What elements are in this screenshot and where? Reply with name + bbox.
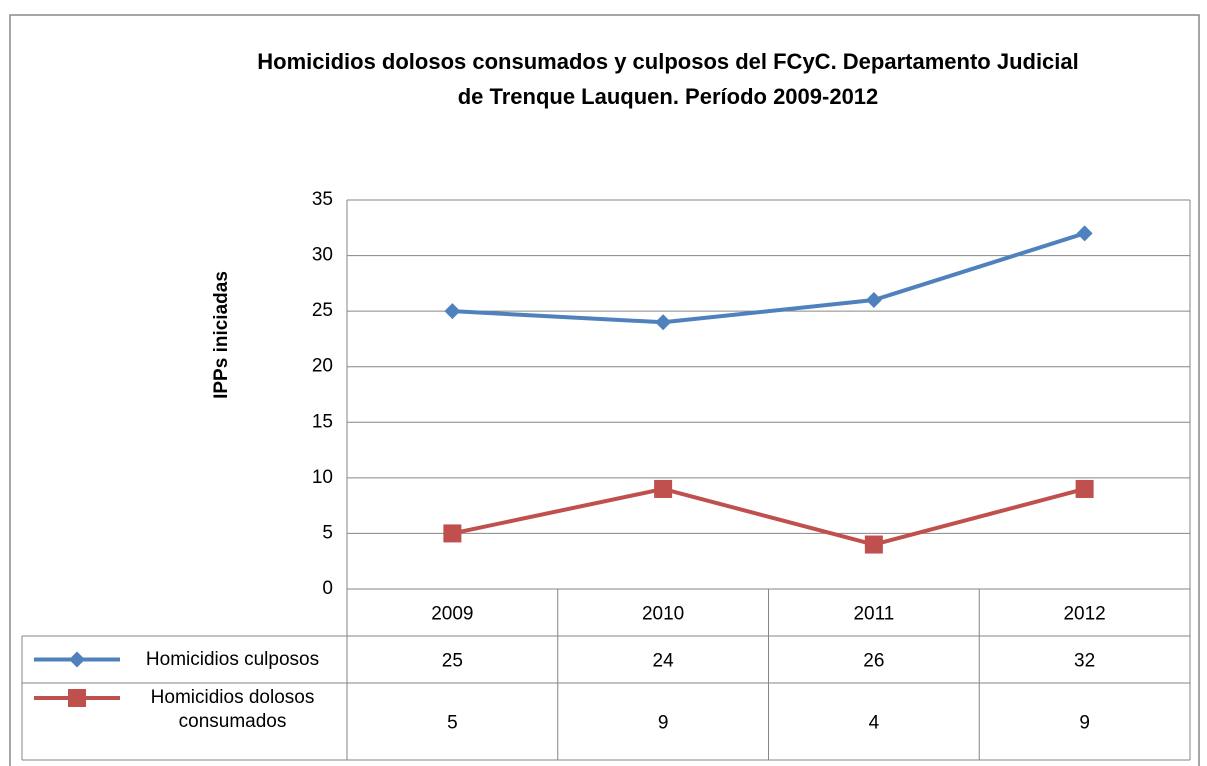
marker bbox=[69, 651, 85, 668]
table-value: 4 bbox=[869, 713, 880, 734]
y-tick-label: 0 bbox=[322, 578, 333, 599]
x-tick-label: 2010 bbox=[642, 604, 684, 625]
marker bbox=[864, 535, 883, 554]
marker bbox=[1075, 479, 1094, 498]
y-tick-label: 15 bbox=[312, 411, 333, 432]
x-tick-label: 2009 bbox=[431, 604, 473, 625]
y-tick-label: 25 bbox=[312, 300, 333, 321]
marker bbox=[1076, 225, 1093, 242]
chart-title: Homicidios dolosos consumados y culposos… bbox=[257, 49, 1079, 74]
series-line bbox=[451, 486, 1086, 547]
table-value: 24 bbox=[653, 651, 675, 672]
marker bbox=[68, 689, 86, 707]
y-tick-label: 30 bbox=[312, 245, 333, 266]
y-tick-label: 20 bbox=[312, 356, 333, 377]
legend-label: Homicidios culposos bbox=[145, 648, 320, 670]
chart-frame bbox=[9, 14, 1200, 766]
x-tick-label: 2012 bbox=[1063, 604, 1105, 625]
y-tick-label: 10 bbox=[312, 467, 333, 488]
marker bbox=[444, 303, 461, 320]
table-value: 9 bbox=[658, 713, 669, 734]
series-line bbox=[452, 231, 1086, 325]
y-tick-label: 5 bbox=[322, 522, 333, 543]
y-tick-label: 35 bbox=[312, 189, 333, 210]
legend-label: Homicidios dolosos consumados bbox=[150, 687, 315, 732]
table-value: 5 bbox=[447, 713, 458, 734]
marker bbox=[865, 292, 882, 309]
x-tick-label: 2011 bbox=[853, 604, 894, 625]
marker bbox=[654, 479, 673, 498]
table-value: 25 bbox=[442, 651, 463, 672]
marker bbox=[443, 524, 462, 543]
table-value: 9 bbox=[1079, 713, 1090, 734]
table-value: 32 bbox=[1074, 651, 1095, 672]
chart-title: de Trenque Lauquen. Período 2009-2012 bbox=[458, 84, 879, 109]
marker bbox=[655, 314, 672, 331]
table-value: 26 bbox=[863, 651, 884, 672]
y-axis-label: IPPs iniciadas bbox=[211, 271, 232, 399]
